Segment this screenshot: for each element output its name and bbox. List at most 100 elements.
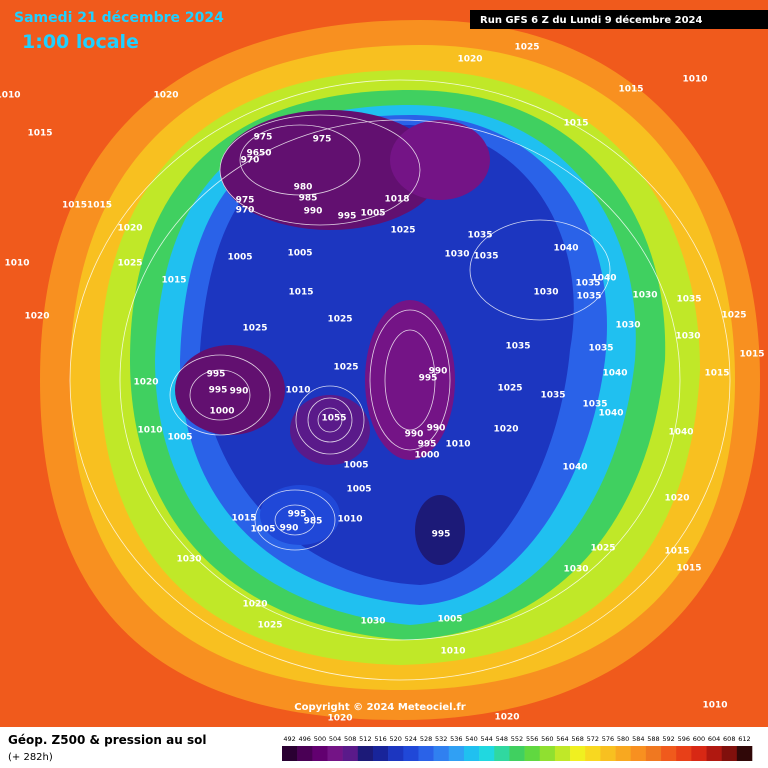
forecast-lead: (+ 282h) xyxy=(8,752,53,763)
pressure-label: 1020 xyxy=(664,494,689,504)
scale-label: 508 xyxy=(344,735,356,743)
pressure-label: 990 xyxy=(304,207,323,217)
scale-swatch xyxy=(342,746,359,761)
pressure-label: 1040 xyxy=(602,369,627,379)
pressure-label: 1035 xyxy=(575,279,600,289)
pressure-label: 1015 xyxy=(704,369,729,379)
pressure-label: 1020 xyxy=(133,378,158,388)
scale-swatch xyxy=(494,746,510,761)
scale-swatch xyxy=(403,746,419,761)
scale-swatch xyxy=(327,746,343,761)
pressure-label: 1025 xyxy=(333,363,358,373)
pressure-label: 10151015 xyxy=(62,201,112,211)
scale-swatch xyxy=(312,746,328,761)
pressure-label: 990 xyxy=(429,367,448,377)
pressure-label: 1005 xyxy=(167,433,192,443)
footer-title: Géop. Z500 & pression au sol xyxy=(8,733,206,747)
scale-swatch xyxy=(721,746,738,761)
run-box xyxy=(470,10,768,29)
pressure-label: 1040 xyxy=(562,463,587,473)
scale-swatch xyxy=(388,746,404,761)
scale-label: 588 xyxy=(647,735,659,743)
pressure-label: 1005 xyxy=(287,249,312,259)
scale-swatch xyxy=(630,746,647,761)
pressure-label: 1010 xyxy=(440,647,465,657)
scale-swatch xyxy=(570,746,586,761)
scale-swatch xyxy=(479,746,495,761)
pressure-label: 1030 xyxy=(444,250,469,260)
pressure-label: 1015 xyxy=(27,129,52,139)
pressure-label: 1030 xyxy=(632,291,657,301)
pressure-label: 980 xyxy=(294,183,313,193)
pressure-label: 1010 xyxy=(285,386,310,396)
pressure-label: 1035 xyxy=(473,252,498,262)
pressure-label: 1025 xyxy=(497,384,522,394)
pressure-label: 975 xyxy=(254,133,273,143)
pressure-label: 1005 xyxy=(346,485,371,495)
pressure-label: 995 xyxy=(338,212,357,222)
pressure-label: 1010 xyxy=(445,440,470,450)
pressure-label: 1025 xyxy=(327,315,352,325)
scale-label: 524 xyxy=(405,735,417,743)
scale-swatch xyxy=(645,746,662,761)
scale-swatch xyxy=(691,746,707,761)
pressure-label: 1025 xyxy=(117,259,142,269)
pressure-label: 1018 xyxy=(384,195,409,205)
scale-swatch xyxy=(418,746,434,761)
pressure-label: 1030 xyxy=(563,565,588,575)
pressure-label: 985 xyxy=(299,194,318,204)
scale-label: 496 xyxy=(299,735,311,743)
scale-swatch xyxy=(372,746,389,761)
low-area xyxy=(175,345,285,435)
pressure-label: 1020 xyxy=(327,714,352,724)
scale-label: 528 xyxy=(420,735,432,743)
scale-swatch xyxy=(282,746,298,761)
pressure-label: 1025 xyxy=(390,226,415,236)
pressure-label: 1015 xyxy=(563,119,588,129)
scale-swatch xyxy=(676,746,692,761)
scale-label: 572 xyxy=(587,735,599,743)
pressure-label: 1035 xyxy=(467,231,492,241)
scale-swatch xyxy=(357,746,374,761)
pressure-label: 1030 xyxy=(533,288,558,298)
low-area xyxy=(220,110,440,230)
pressure-label: 975 xyxy=(236,196,255,206)
pressure-label: 995 xyxy=(418,440,437,450)
pressure-label: 1005 xyxy=(227,253,252,263)
scale-label: 556 xyxy=(526,735,538,743)
pressure-label: 1010 xyxy=(4,259,29,269)
color-scale: 492 496 500 504 508 512 516 520 524 528 532 536 540 5… xyxy=(282,735,753,761)
pressure-label: 970 xyxy=(241,156,260,166)
pressure-label: 1005 xyxy=(360,209,385,219)
scale-label: 564 xyxy=(556,735,568,743)
pressure-label: 1035 xyxy=(505,342,530,352)
pressure-label: 1020 xyxy=(24,312,49,322)
pressure-label: 1015 xyxy=(664,547,689,557)
scale-label: 568 xyxy=(571,735,583,743)
pressure-label: 1030 xyxy=(675,332,700,342)
pressure-label: 1040 xyxy=(668,428,693,438)
scale-label: 504 xyxy=(329,735,341,743)
pressure-label: 1015 xyxy=(231,514,256,524)
pressure-label: 995 xyxy=(288,510,307,520)
pressure-label: 990 xyxy=(280,524,299,534)
scale-label: 552 xyxy=(511,735,523,743)
scale-swatch xyxy=(585,746,601,761)
pressure-label: 1040 xyxy=(553,244,578,254)
pressure-label: 1000 xyxy=(414,451,439,461)
pressure-label: 995 xyxy=(419,374,438,384)
scale-swatch xyxy=(615,746,632,761)
run-info: Run GFS 6 Z du Lundi 9 décembre 2024 xyxy=(480,14,702,26)
pressure-label: 995 xyxy=(207,370,226,380)
pressure-label: 1005 xyxy=(250,525,275,535)
pressure-label: 1010 xyxy=(0,91,21,101)
pressure-label: 1005 xyxy=(437,615,462,625)
scale-swatch xyxy=(297,746,313,761)
scale-label: 612 xyxy=(738,735,750,743)
low-area xyxy=(290,395,370,465)
pressure-label: 1010 xyxy=(337,515,362,525)
pressure-label: 1035 xyxy=(588,344,613,354)
pressure-label: 1030 xyxy=(360,617,385,627)
pressure-label: 1040 xyxy=(598,409,623,419)
